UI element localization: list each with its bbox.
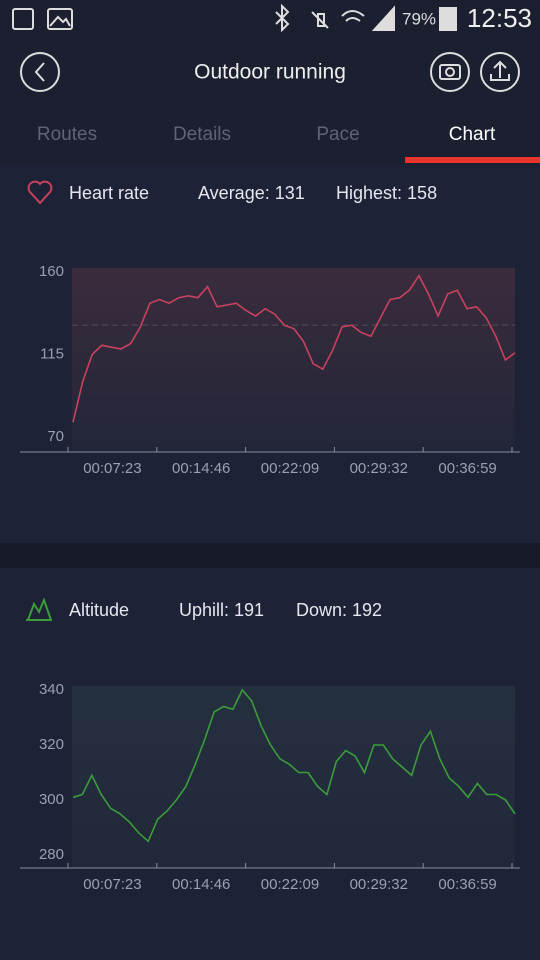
tab[interactable]: Chart xyxy=(449,124,496,145)
stat-label: Highest: xyxy=(336,183,402,203)
battery: 79% xyxy=(402,9,436,28)
x-tick-label: 00:07:23 xyxy=(83,876,141,893)
x-tick-label: 00:29:32 xyxy=(350,876,408,893)
stat-label: Uphill: xyxy=(179,600,229,620)
x-tick-label: 00:22:09 xyxy=(261,876,319,893)
stat-label: Down: xyxy=(296,600,347,620)
stat: Highest: 158 xyxy=(336,183,437,203)
y-tick-label: 160 xyxy=(39,263,64,280)
stat-value: 191 xyxy=(234,600,264,620)
x-tick-label: 00:36:59 xyxy=(438,876,496,893)
y-tick-label: 115 xyxy=(40,345,64,362)
share-button[interactable] xyxy=(480,52,520,92)
tab-bar: Routes Details Pace Chart xyxy=(37,124,540,163)
tab-indicator xyxy=(405,157,540,163)
camera-button[interactable] xyxy=(430,52,470,92)
tab[interactable]: Routes xyxy=(37,124,97,145)
section-title: Altitude xyxy=(69,600,129,620)
plot-bg xyxy=(72,686,515,868)
section-title: Heart rate xyxy=(69,183,149,203)
y-tick-label: 300 xyxy=(39,791,64,808)
stat-value: 131 xyxy=(275,183,305,203)
heart-icon xyxy=(27,180,53,205)
y-tick-label: 320 xyxy=(39,736,64,753)
stat: Uphill: 191 xyxy=(179,600,264,620)
x-tick-label: 00:07:23 xyxy=(83,460,141,477)
x-tick-label: 00:36:59 xyxy=(438,460,496,477)
y-tick-label: 280 xyxy=(39,846,64,863)
plots: 70 115 160 00:07:23 00:14:46 00:22:09 00:29:32… xyxy=(20,263,520,893)
tab[interactable]: Details xyxy=(173,124,231,145)
x-tick-label: 00:14:46 xyxy=(172,876,230,893)
x-tick-label: 00:22:09 xyxy=(261,460,319,477)
y-tick-label: 70 xyxy=(47,428,64,445)
status-icons xyxy=(12,3,457,33)
stat-label: Average: xyxy=(198,183,270,203)
stat-value: 192 xyxy=(352,600,382,620)
page-title: Outdoor running xyxy=(194,61,346,84)
data-line xyxy=(72,688,516,843)
altitude-icon xyxy=(26,597,52,621)
data-line xyxy=(72,274,516,423)
clock: 12:53 xyxy=(467,3,532,33)
y-tick-label: 340 xyxy=(39,681,64,698)
stat-value: 158 xyxy=(407,183,437,203)
stat: Average: 131 xyxy=(198,183,305,203)
separator xyxy=(0,543,540,568)
stat: Down: 192 xyxy=(296,600,382,620)
plot-bg xyxy=(72,268,515,452)
tab[interactable]: Pace xyxy=(316,124,359,145)
x-tick-label: 00:29:32 xyxy=(350,460,408,477)
back-button[interactable] xyxy=(20,52,60,92)
x-tick-label: 00:14:46 xyxy=(172,460,230,477)
